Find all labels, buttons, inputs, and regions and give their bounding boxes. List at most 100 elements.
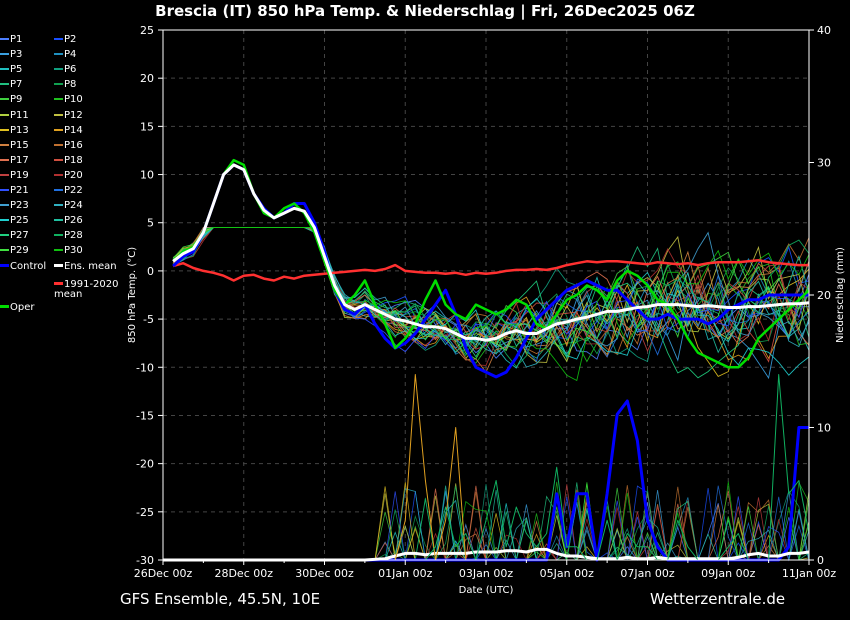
y2-axis-label: Niederschlag (mm)	[835, 247, 846, 343]
legend-swatch	[54, 264, 63, 267]
legend-item-ens-mean: Ens. mean	[54, 259, 117, 274]
legend-item-p4: P4	[54, 47, 76, 62]
legend-item-p29: P29	[0, 243, 29, 258]
legend-item-p13: P13	[0, 123, 29, 138]
legend-swatch	[0, 249, 9, 252]
y-tick-label: -15	[136, 409, 154, 422]
legend-label: P11	[10, 109, 29, 121]
y-tick-label: -30	[136, 554, 154, 567]
y2-tick-label: 20	[817, 289, 831, 302]
x-tick-label: 07Jan 00z	[620, 567, 674, 580]
legend-label: Ens. mean	[64, 260, 117, 272]
y2-tick-label: 30	[817, 157, 831, 170]
legend-item-p23: P23	[0, 198, 29, 213]
y-tick-label: 15	[140, 120, 154, 133]
legend-item-p21: P21	[0, 183, 29, 198]
y2-tick-label: 40	[817, 24, 831, 37]
legend-swatch	[54, 189, 63, 191]
x-tick-label: 26Dec 00z	[134, 567, 193, 580]
legend-label: P15	[10, 139, 29, 151]
legend-swatch	[0, 234, 9, 237]
legend-label: P17	[10, 154, 29, 166]
legend-item-p8: P8	[54, 77, 76, 92]
legend-item-p30: P30	[54, 243, 83, 258]
legend-label: P2	[64, 34, 77, 45]
legend-item-p6: P6	[54, 62, 76, 77]
legend-item-p18: P18	[54, 153, 83, 168]
legend-label: P12	[64, 109, 83, 121]
x-tick-label: 11Jan 00z	[782, 567, 836, 580]
legend-swatch	[0, 98, 9, 101]
legend-swatch	[54, 219, 63, 222]
legend-item-p24: P24	[54, 198, 83, 213]
legend-label: P3	[10, 49, 23, 61]
legend-item-p28: P28	[54, 228, 83, 243]
member-line-p30	[172, 227, 810, 382]
legend-label: P21	[10, 185, 29, 196]
legend-swatch	[0, 173, 9, 176]
legend-label: P9	[10, 94, 23, 106]
legend-swatch	[0, 264, 9, 267]
legend-swatch	[54, 204, 63, 207]
y-tick-label: -10	[136, 361, 154, 374]
series-temp-oper	[172, 158, 810, 369]
legend-item-p25: P25	[0, 213, 29, 228]
legend-swatch	[54, 158, 63, 161]
legend-item-p19: P19	[0, 168, 29, 183]
legend-item-p26: P26	[54, 213, 83, 228]
legend-swatch	[0, 83, 9, 86]
x-tick-label: 03Jan 00z	[459, 567, 513, 580]
legend-item-p22: P22	[54, 183, 83, 198]
legend-label: P26	[64, 215, 83, 227]
x-tick-label: 28Dec 00z	[214, 567, 273, 580]
legend-swatch	[54, 68, 63, 71]
legend-label: P7	[10, 79, 23, 91]
legend-item-p1: P1	[0, 32, 22, 47]
legend-label: Control	[10, 260, 47, 272]
y-tick-label: 20	[140, 72, 154, 85]
legend-label: P25	[10, 215, 29, 227]
legend-swatch	[0, 189, 9, 191]
legend-item-p17: P17	[0, 153, 29, 168]
legend-swatch	[0, 68, 9, 71]
legend-label: P30	[64, 245, 83, 257]
legend-swatch	[54, 143, 63, 146]
legend-item-1991-2020-mean: 1991-2020 mean	[54, 279, 124, 300]
legend-item-p14: P14	[54, 123, 83, 138]
x-tick-label: 01Jan 00z	[378, 567, 432, 580]
series-precip-p28	[163, 374, 810, 561]
legend-label: P20	[64, 169, 83, 181]
series-temp-1991-2020-mean	[172, 259, 809, 282]
series-layer	[172, 158, 810, 379]
legend-swatch	[54, 173, 63, 176]
legend-label: P19	[10, 169, 29, 181]
legend-swatch	[0, 158, 9, 161]
legend-swatch	[54, 83, 63, 86]
legend-swatch	[54, 113, 63, 116]
legend-item-p27: P27	[0, 228, 29, 243]
y-tick-label: 0	[147, 265, 154, 278]
legend-swatch	[54, 128, 63, 131]
series-precip-ens-mean	[163, 547, 810, 562]
series-temp-ens-mean	[172, 163, 810, 342]
legend-item-control: Control	[0, 259, 46, 274]
legend-swatch	[0, 204, 9, 207]
legend-label: P23	[10, 200, 29, 212]
legend-item-p20: P20	[54, 168, 83, 183]
y-tick-label: 10	[140, 169, 154, 182]
y-tick-label: -25	[136, 506, 154, 519]
legend-item-p11: P11	[0, 108, 29, 123]
legend-item-p9: P9	[0, 92, 22, 107]
legend-label: P4	[64, 49, 77, 61]
y-axis-label: 850 hPa Temp. (°C)	[127, 247, 138, 343]
legend-item-p2: P2	[54, 32, 76, 47]
legend-label: P29	[10, 245, 29, 257]
legend-swatch	[0, 143, 9, 146]
legend-swatch	[54, 249, 63, 252]
legend-label: P8	[64, 79, 77, 91]
legend-swatch	[0, 219, 9, 222]
legend-swatch	[0, 305, 9, 309]
legend-item-p10: P10	[54, 92, 83, 107]
axes: 25 20 15 10 5 0 -5 -10 -15 -20 -25 -30 40 30 20 10 0 26De…	[127, 24, 846, 596]
legend-item-p7: P7	[0, 77, 22, 92]
